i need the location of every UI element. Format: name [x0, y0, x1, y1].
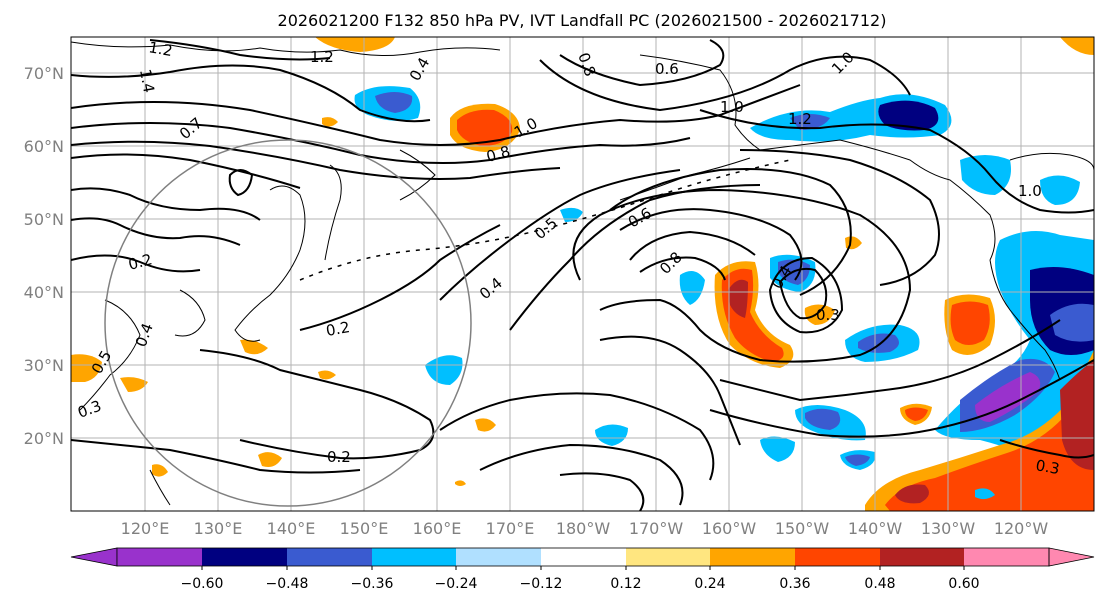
colorbar-segment [202, 548, 287, 566]
lon-label: 170°E [486, 519, 535, 538]
colorbar-segment [626, 548, 710, 566]
contour-label: 0.2 [325, 318, 352, 340]
longitude-labels: 120°E 130°E 140°E 150°E 160°E 170°E 180°… [121, 519, 1049, 538]
colorbar-extend-low [70, 547, 118, 567]
colorbar-tick-label: 0.36 [779, 576, 810, 592]
lat-label: 50°N [24, 210, 64, 229]
colorbar-segment [710, 548, 795, 566]
trajectory-line [299, 159, 791, 281]
anomaly-shading [71, 37, 1094, 511]
lon-label: 140°E [267, 519, 316, 538]
colorbar-segment [117, 548, 202, 566]
colorbar: −0.60 −0.48 −0.36 −0.24 −0.12 0.12 0.24 … [70, 547, 1095, 592]
lat-label: 20°N [24, 429, 64, 448]
contour-label: 0.2 [126, 250, 154, 274]
colorbar-segment [964, 548, 1049, 566]
lon-label: 160°E [413, 519, 462, 538]
colorbar-ticks [201, 566, 965, 570]
lat-label: 40°N [24, 283, 64, 302]
contour-label: 0.3 [1034, 456, 1061, 478]
contour-label: 0.2 [327, 448, 351, 466]
lon-label: 150°W [775, 519, 830, 538]
colorbar-tick-label: 0.48 [864, 576, 895, 592]
lon-label: 130°W [921, 519, 976, 538]
colorbar-tick-label: −0.60 [181, 576, 224, 592]
contour-label: 1.4 [136, 68, 158, 95]
lon-label: 130°E [194, 519, 243, 538]
figure-title: 2026021200 F132 850 hPa PV, IVT Landfall… [278, 11, 887, 30]
contours [71, 39, 1094, 511]
contour-label: 1.2 [788, 110, 812, 128]
lon-label: 180°W [556, 519, 611, 538]
lon-label: 140°W [848, 519, 903, 538]
contour-label: 1.0 [1018, 182, 1042, 200]
colorbar-extend-high [1048, 547, 1095, 567]
colorbar-tick-labels: −0.60 −0.48 −0.36 −0.24 −0.12 0.12 0.24 … [181, 576, 980, 592]
colorbar-tick-label: −0.24 [435, 576, 478, 592]
lat-label: 30°N [24, 356, 64, 375]
latitude-labels: 70°N 60°N 50°N 40°N 30°N 20°N [24, 64, 64, 448]
focus-circle [104, 139, 472, 507]
contour-label: 1.2 [310, 48, 334, 66]
colorbar-segment [287, 548, 372, 566]
colorbar-tick-label: 0.60 [948, 576, 979, 592]
colorbar-segment [372, 548, 456, 566]
colorbar-segment [541, 548, 626, 566]
lon-label: 170°W [629, 519, 684, 538]
lon-label: 150°E [340, 519, 389, 538]
contour-label: 0.6 [655, 60, 679, 78]
colorbar-segment [456, 548, 541, 566]
contour-label: 1.0 [720, 98, 744, 116]
lat-label: 60°N [24, 137, 64, 156]
map-panel: 1.2 1.4 1.2 0.4 0.6 1.0 0.7 1.0 1.2 0.8 … [71, 37, 1094, 511]
contour-label: 0.8 [484, 142, 512, 166]
colorbar-tick-label: −0.36 [351, 576, 394, 592]
colorbar-segment [795, 548, 880, 566]
lon-label: 160°W [702, 519, 757, 538]
map-frame [70, 36, 1095, 512]
lon-label: 120°W [994, 519, 1049, 538]
colorbar-tick-label: 0.24 [694, 576, 725, 592]
contour-label: 1.2 [147, 38, 174, 60]
colorbar-tick-label: 0.12 [610, 576, 641, 592]
colorbar-tick-label: −0.48 [266, 576, 309, 592]
colorbar-segment [880, 548, 964, 566]
lon-label: 120°E [121, 519, 170, 538]
colorbar-tick-label: −0.12 [520, 576, 563, 592]
lat-label: 70°N [24, 64, 64, 83]
contour-label: 0.3 [816, 306, 840, 324]
coastlines [71, 41, 1094, 506]
